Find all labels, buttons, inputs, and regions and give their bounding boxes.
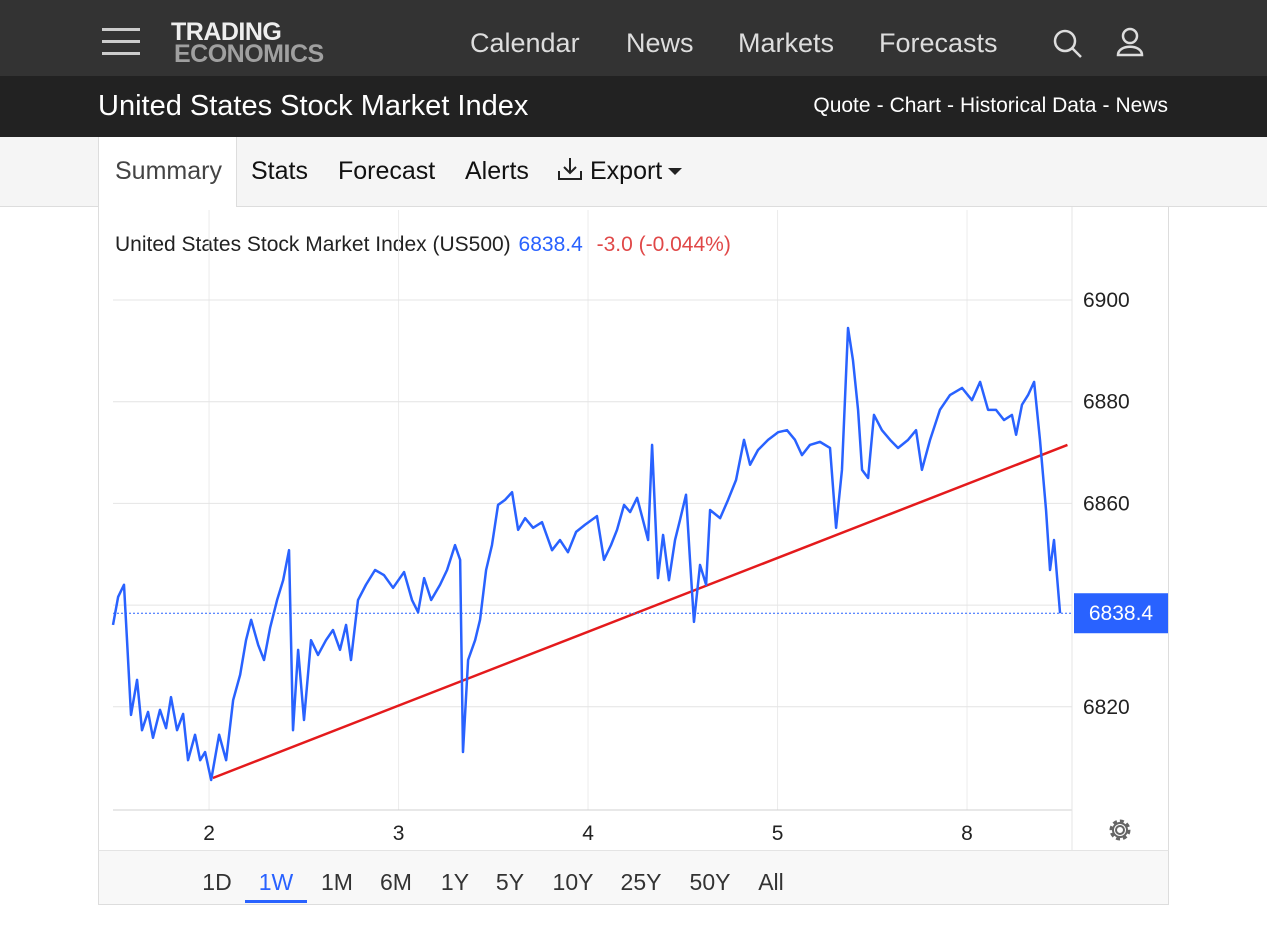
top-bar: TRADING ECONOMICS Calendar News Markets For…	[0, 0, 1267, 76]
nav-item[interactable]: News	[626, 28, 694, 58]
range-button[interactable]: All	[758, 869, 784, 895]
range-button[interactable]: 1Y	[440, 869, 470, 895]
page-title: United States Stock Market Index	[98, 90, 529, 122]
link[interactable]: Chart	[889, 94, 941, 117]
tab[interactable]: Stats	[251, 157, 308, 185]
range-button[interactable]: 1W	[258, 869, 294, 895]
user-icon[interactable]	[1115, 26, 1147, 58]
link-separator: -	[946, 94, 954, 117]
sub-bar: United States Stock Market Index Quote - C…	[0, 76, 1267, 137]
link[interactable]: Historical Data	[959, 94, 1097, 117]
range-button[interactable]: 1M	[321, 869, 353, 895]
active-tab-bg	[98, 137, 237, 207]
export-icons[interactable]	[555, 155, 695, 195]
range-underline	[245, 900, 307, 903]
link[interactable]: Quote	[813, 94, 871, 117]
tab[interactable]: Export	[590, 157, 663, 185]
change: -3.0 (-0.044%)	[596, 233, 731, 256]
chart-title: United States Stock Market Index (US500)	[115, 233, 511, 256]
chart-header: United States Stock Market Index (US500)…	[115, 233, 731, 257]
search-icon[interactable]	[1052, 28, 1084, 60]
menu-icon[interactable]	[100, 26, 142, 58]
logo-bottom[interactable]: ECONOMICS	[174, 40, 324, 68]
range-bar: 1D 1W 1M 6M 1Y 5Y 10Y 25Y 50Y All	[98, 850, 1169, 905]
link-list: Quote - Chart - Historical Data - News	[813, 94, 1168, 118]
nav-item[interactable]: Calendar	[470, 28, 580, 58]
logo-top[interactable]: TRADING	[171, 18, 282, 46]
tab[interactable]: Summary	[115, 157, 222, 185]
tab[interactable]: Alerts	[465, 157, 529, 185]
link-separator: -	[876, 94, 884, 117]
range-button[interactable]: 10Y	[552, 869, 594, 895]
tab-bar: Summary Stats Forecast Alerts Export	[0, 137, 1267, 207]
link-separator: -	[1102, 94, 1110, 117]
range-button[interactable]: 6M	[380, 869, 412, 895]
nav-item[interactable]: Markets	[738, 28, 835, 58]
nav-item[interactable]: Forecasts	[879, 28, 998, 58]
link[interactable]: News	[1115, 94, 1168, 117]
chart-panel: United States Stock Market Index (US500)…	[98, 207, 1169, 904]
range-button[interactable]: 50Y	[689, 869, 731, 895]
range-button[interactable]: 5Y	[495, 869, 525, 895]
range-button[interactable]: 1D	[202, 869, 232, 895]
tab[interactable]: Forecast	[338, 157, 436, 185]
range-button[interactable]: 25Y	[620, 869, 662, 895]
price: 6838.4	[518, 233, 583, 256]
